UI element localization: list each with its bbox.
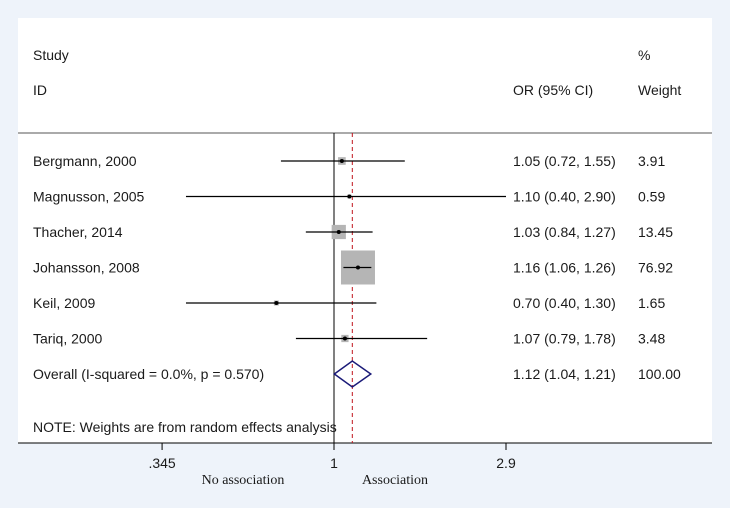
x-tick-label: 1 <box>330 455 338 471</box>
study-label: Keil, 2009 <box>33 295 95 311</box>
x-axis-ticks: .345 1 2.9 <box>148 443 516 471</box>
study-label: Johansson, 2008 <box>33 260 140 276</box>
point-estimate <box>355 265 360 270</box>
study-label: Thacher, 2014 <box>33 224 123 240</box>
or-ci-text: 1.03 (0.84, 1.27) <box>513 224 616 240</box>
study-row: Keil, 2009 0.70 (0.40, 1.30) 1.65 <box>33 295 665 311</box>
header-id: ID <box>33 82 47 98</box>
point-estimate <box>274 301 279 305</box>
header-or-ci: OR (95% CI) <box>513 82 593 98</box>
study-label: Tariq, 2000 <box>33 331 102 347</box>
study-row: Tariq, 2000 1.07 (0.79, 1.78) 3.48 <box>33 331 665 347</box>
study-row: Bergmann, 2000 1.05 (0.72, 1.55) 3.91 <box>33 153 665 169</box>
weight-text: 0.59 <box>638 189 665 205</box>
weight-text: 1.65 <box>638 295 665 311</box>
overall-diamond <box>333 360 373 388</box>
study-row: Thacher, 2014 1.03 (0.84, 1.27) 13.45 <box>33 224 673 240</box>
overall-weight-text: 100.00 <box>638 366 681 382</box>
x-tick-label: 2.9 <box>496 455 516 471</box>
study-label: Magnusson, 2005 <box>33 189 145 205</box>
or-ci-text: 1.10 (0.40, 2.90) <box>513 189 616 205</box>
or-ci-text: 1.16 (1.06, 1.26) <box>513 260 616 276</box>
note-text: NOTE: Weights are from random effects an… <box>33 419 337 435</box>
overall-row: Overall (I-squared = 0.0%, p = 0.570) 1.1… <box>33 360 681 388</box>
plot-panel <box>18 18 712 443</box>
point-estimate <box>336 230 341 234</box>
overall-label: Overall (I-squared = 0.0%, p = 0.570) <box>33 366 264 382</box>
study-rows: Bergmann, 2000 1.05 (0.72, 1.55) 3.91 Magnu… <box>33 153 681 388</box>
overall-or-ci-text: 1.12 (1.04, 1.21) <box>513 366 616 382</box>
weight-text: 13.45 <box>638 224 673 240</box>
x-label-association: Association <box>362 473 428 488</box>
point-estimate <box>347 194 352 199</box>
study-label: Bergmann, 2000 <box>33 153 137 169</box>
weight-text: 76.92 <box>638 260 673 276</box>
point-estimate <box>339 159 344 163</box>
header-percent: % <box>638 47 650 63</box>
header-study: Study <box>33 47 69 63</box>
or-ci-text: 0.70 (0.40, 1.30) <box>513 295 616 311</box>
point-estimate <box>342 336 347 341</box>
study-row: Johansson, 2008 1.16 (1.06, 1.26) 76.92 <box>33 250 673 285</box>
header-weight: Weight <box>638 82 681 98</box>
or-ci-text: 1.05 (0.72, 1.55) <box>513 153 616 169</box>
weight-text: 3.91 <box>638 153 665 169</box>
x-tick-label: .345 <box>148 455 175 471</box>
weight-text: 3.48 <box>638 331 665 347</box>
x-label-no-association: No association <box>202 473 285 488</box>
or-ci-text: 1.07 (0.79, 1.78) <box>513 331 616 347</box>
study-row: Magnusson, 2005 1.10 (0.40, 2.90) 0.59 <box>33 189 665 205</box>
